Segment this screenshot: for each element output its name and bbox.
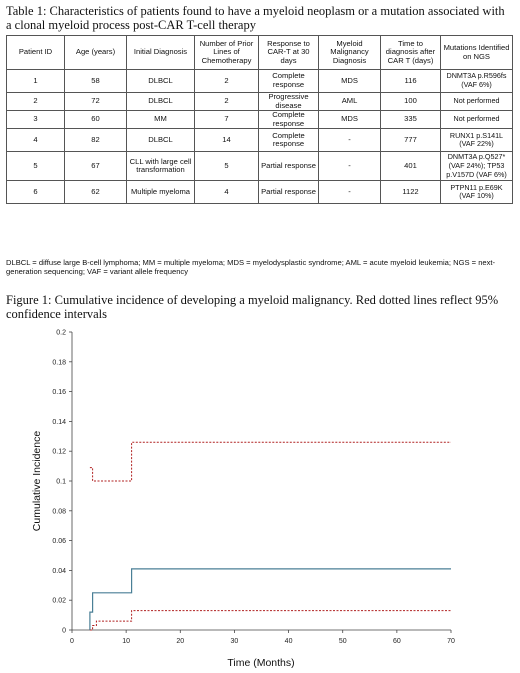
table-cell: - [318, 180, 381, 205]
header-prior-lines: Number of Prior Lines of Chemotherapy [194, 35, 259, 70]
table-row: 3 60 MM 7 Complete response MDS 335 Not … [6, 110, 513, 130]
y-tick-label: 0.2 [56, 330, 66, 337]
table-cell: 401 [380, 151, 441, 182]
table-cell: DLBCL [126, 128, 195, 153]
table-cell: Progressive disease [258, 91, 319, 112]
chart-series [89, 441, 451, 631]
table-cell: 5 [6, 151, 65, 182]
y-tick-label: 0.08 [52, 508, 66, 515]
table-cell: 2 [6, 91, 65, 112]
series-line-upper-ci [89, 441, 451, 482]
table-cell: 100 [380, 91, 441, 112]
table-cell: 14 [194, 128, 259, 153]
table-cell: 4 [194, 180, 259, 205]
x-tick-label: 70 [447, 638, 455, 645]
table-header-row: Patient ID Age (years) Initial Diagnosis… [6, 35, 513, 70]
x-tick-label: 30 [231, 638, 239, 645]
table-cell: RUNX1 p.S141L (VAF 22%) [440, 128, 513, 153]
y-tick-label: 0.06 [52, 538, 66, 545]
x-axis-title: Time (Months) [227, 657, 294, 669]
header-mutations: Mutations Identified on NGS [440, 35, 513, 70]
table-footnote: DLBCL = diffuse large B-cell lymphoma; M… [6, 258, 496, 276]
table-cell: 1122 [380, 180, 441, 205]
y-tick-label: 0.1 [56, 479, 66, 486]
y-tick-label: 0.02 [52, 598, 66, 605]
series-line-estimate [89, 568, 451, 630]
x-tick-label: 40 [285, 638, 293, 645]
header-time-to-diagnosis: Time to diagnosis after CAR T (days) [380, 35, 441, 70]
table-cell: 58 [64, 69, 127, 93]
header-patient-id: Patient ID [6, 35, 65, 70]
table-cell: 82 [64, 128, 127, 153]
table-row: 5 67 CLL with large cell transformation … [6, 151, 513, 182]
y-tick-label: 0.04 [52, 568, 66, 575]
table-cell: DNMT3A p.R596fs (VAF 6%) [440, 69, 513, 93]
header-response: Response to CAR-T at 30 days [258, 35, 319, 70]
table-row: 4 82 DLBCL 14 Complete response - 777 RU… [6, 128, 513, 153]
x-tick-label: 50 [339, 638, 347, 645]
series-line-lower-ci [89, 610, 451, 631]
table-row: 6 62 Multiple myeloma 4 Partial response… [6, 180, 513, 205]
table-cell: MDS [318, 69, 381, 93]
table-cell: MDS [318, 110, 381, 130]
table-cell: 62 [64, 180, 127, 205]
table-cell: DLBCL [126, 69, 195, 93]
y-tick-label: 0 [62, 628, 66, 635]
table-cell: AML [318, 91, 381, 112]
table-cell: 7 [194, 110, 259, 130]
table-row: 2 72 DLBCL 2 Progressive disease AML 100… [6, 91, 513, 112]
table-cell: 3 [6, 110, 65, 130]
table-cell: Complete response [258, 128, 319, 153]
cumulative-incidence-chart: 00.020.040.060.080.10.120.140.160.180.2 … [31, 330, 455, 670]
table-cell: 72 [64, 91, 127, 112]
x-tick-label: 0 [70, 638, 74, 645]
table-row: 1 58 DLBCL 2 Complete response MDS 116 D… [6, 69, 513, 93]
table-cell: 335 [380, 110, 441, 130]
table-cell: - [318, 151, 381, 182]
table-cell: 2 [194, 69, 259, 93]
header-age: Age (years) [64, 35, 127, 70]
table-cell: 777 [380, 128, 441, 153]
table-cell: PTPN11 p.E69K (VAF 10%) [440, 180, 513, 205]
table-cell: DLBCL [126, 91, 195, 112]
table-cell: 60 [64, 110, 127, 130]
table-cell: Multiple myeloma [126, 180, 195, 205]
table-cell: Not performed [440, 91, 513, 112]
table-cell: - [318, 128, 381, 153]
table-cell: 2 [194, 91, 259, 112]
table-cell: 67 [64, 151, 127, 182]
table-cell: Complete response [258, 110, 319, 130]
header-initial-diagnosis: Initial Diagnosis [126, 35, 195, 70]
table-cell: Complete response [258, 69, 319, 93]
y-tick-label: 0.12 [52, 449, 66, 456]
table-cell: MM [126, 110, 195, 130]
table-cell: Partial response [258, 151, 319, 182]
header-myeloid-diagnosis: Myeloid Malignancy Diagnosis [318, 35, 381, 70]
table-cell: 6 [6, 180, 65, 205]
table-caption: Table 1: Characteristics of patients fou… [6, 4, 505, 32]
table-cell: 5 [194, 151, 259, 182]
table-cell: CLL with large cell transformation [126, 151, 195, 182]
table-cell: 116 [380, 69, 441, 93]
x-tick-label: 20 [176, 638, 184, 645]
y-axis-title: Cumulative Incidence [31, 431, 43, 532]
table-cell: DNMT3A p.Q527* (VAF 24%); TP53 p.V157D (… [440, 151, 513, 182]
y-tick-label: 0.16 [52, 389, 66, 396]
table-cell: Partial response [258, 180, 319, 205]
table-cell: 4 [6, 128, 65, 153]
y-tick-label: 0.14 [52, 419, 66, 426]
x-tick-label: 10 [122, 638, 130, 645]
table-cell: 1 [6, 69, 65, 93]
x-axis-ticks: 0 10 20 30 40 50 60 70 [70, 630, 455, 645]
x-tick-label: 60 [393, 638, 401, 645]
figure-caption: Figure 1: Cumulative incidence of develo… [6, 293, 499, 321]
y-tick-label: 0.18 [52, 359, 66, 366]
y-axis-ticks: 0 0.02 0.04 0.06 0.08 0.1 0.12 0.14 0.16 0.18 0.2 [52, 330, 72, 635]
table-cell: Not performed [440, 110, 513, 130]
patient-characteristics-table: Patient ID Age (years) Initial Diagnosis… [6, 35, 513, 205]
